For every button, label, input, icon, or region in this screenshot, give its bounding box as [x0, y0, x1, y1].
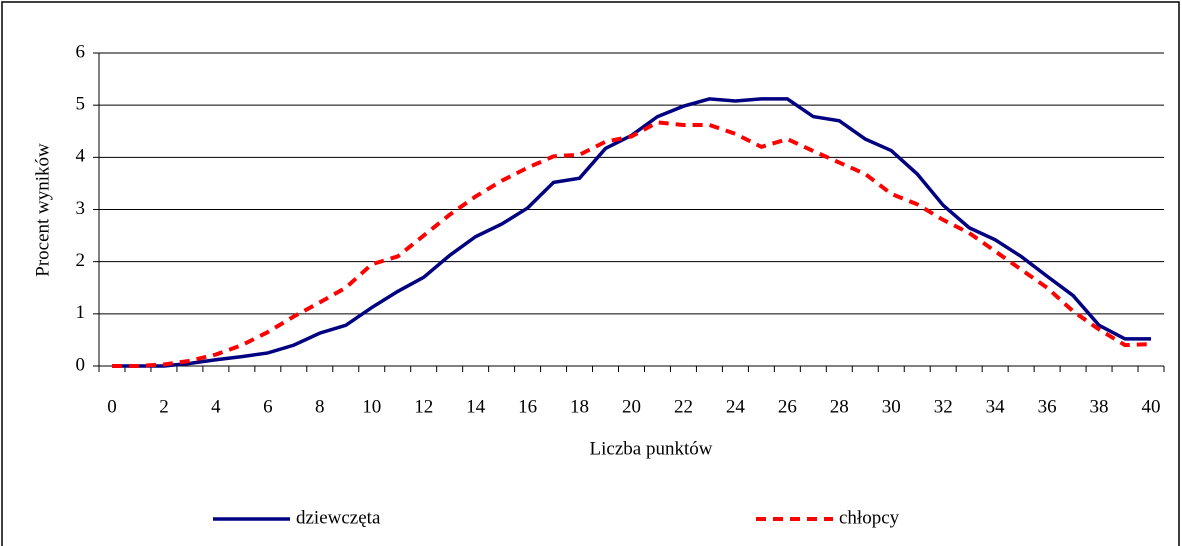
- x-tick-label: 18: [570, 396, 589, 417]
- x-tick-label: 8: [315, 396, 325, 417]
- x-axis-label: Liczba punktów: [590, 438, 713, 459]
- y-axis-label: Procent wyników: [32, 143, 53, 277]
- x-tick-label: 10: [362, 396, 381, 417]
- x-tick-label: 2: [159, 396, 169, 417]
- legend-label: dziewczęta: [296, 507, 381, 528]
- x-tick-label: 34: [986, 396, 1006, 417]
- x-tick-label: 20: [622, 396, 641, 417]
- x-tick-label: 40: [1142, 396, 1161, 417]
- x-tick-label: 22: [674, 396, 693, 417]
- x-tick-label: 4: [211, 396, 221, 417]
- x-tick-label: 6: [263, 396, 273, 417]
- x-tick-label: 12: [414, 396, 433, 417]
- x-tick-label: 38: [1090, 396, 1109, 417]
- x-tick-label: 30: [882, 396, 901, 417]
- x-tick-label: 26: [778, 396, 797, 417]
- x-tick-label: 32: [934, 396, 953, 417]
- x-tick-label: 28: [830, 396, 849, 417]
- y-tick-label: 1: [76, 302, 86, 323]
- series-line: [111, 120, 1152, 368]
- legend-label: chłopcy: [839, 507, 900, 528]
- x-tick-label: 24: [726, 396, 746, 417]
- y-tick-label: 3: [76, 198, 86, 219]
- x-tick-label: 16: [518, 396, 537, 417]
- y-tick-label: 0: [76, 354, 86, 375]
- x-tick-label: 0: [107, 396, 117, 417]
- x-tick-label: 36: [1038, 396, 1057, 417]
- y-tick-label: 4: [76, 146, 86, 167]
- y-tick-label: 5: [76, 94, 86, 115]
- x-tick-label: 14: [466, 396, 486, 417]
- y-tick-label: 2: [76, 250, 86, 271]
- y-tick-label: 6: [76, 41, 86, 62]
